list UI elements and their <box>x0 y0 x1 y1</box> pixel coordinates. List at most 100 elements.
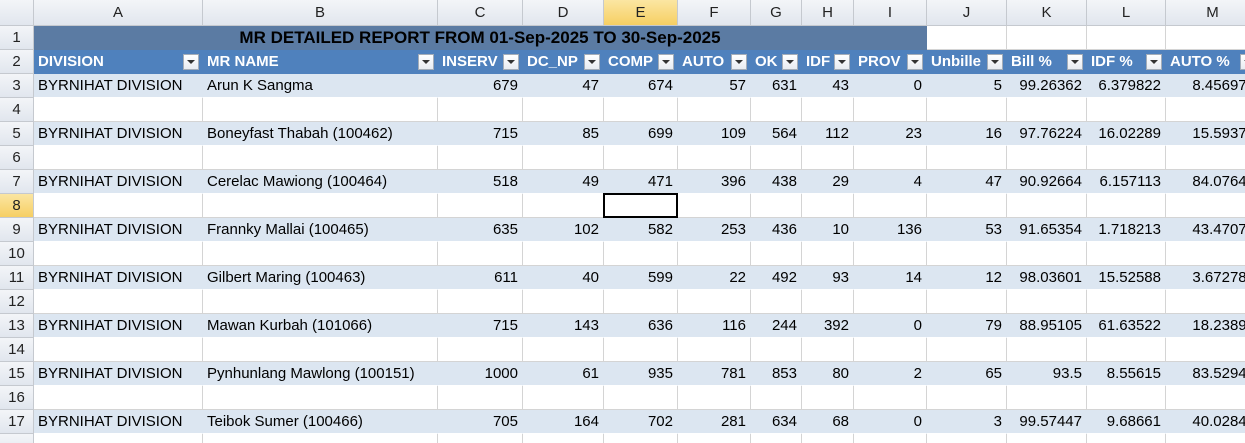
cell[interactable] <box>927 146 1007 170</box>
cell[interactable]: 47 <box>927 170 1007 194</box>
cell[interactable] <box>1007 98 1087 122</box>
cell[interactable] <box>438 98 523 122</box>
column-title[interactable]: DIVISION <box>34 50 203 74</box>
cell[interactable]: 85 <box>523 122 604 146</box>
cell[interactable] <box>34 290 203 314</box>
cell[interactable]: 116 <box>678 314 751 338</box>
cell[interactable]: 90.92664 <box>1007 170 1087 194</box>
cell[interactable]: 1.718213 <box>1087 218 1166 242</box>
select-all-corner[interactable] <box>0 0 34 26</box>
cell[interactable] <box>927 26 1007 50</box>
row-header[interactable]: 14 <box>0 338 34 362</box>
cell[interactable]: 0 <box>854 314 927 338</box>
cell[interactable]: 253 <box>678 218 751 242</box>
cell[interactable]: 1000 <box>438 362 523 386</box>
cell[interactable]: 10 <box>802 218 854 242</box>
cell[interactable]: 80 <box>802 362 854 386</box>
cell[interactable] <box>678 338 751 362</box>
cell[interactable] <box>927 194 1007 218</box>
filter-button[interactable] <box>782 54 798 70</box>
cell[interactable] <box>678 290 751 314</box>
cell[interactable] <box>1087 26 1166 50</box>
cell[interactable] <box>854 146 927 170</box>
cell[interactable]: 8.456973 <box>1166 74 1245 98</box>
cell[interactable]: 611 <box>438 266 523 290</box>
cell[interactable]: BYRNIHAT DIVISION <box>34 314 203 338</box>
cell[interactable] <box>1166 386 1245 410</box>
cell[interactable] <box>203 194 438 218</box>
cell[interactable] <box>1087 98 1166 122</box>
column-title[interactable]: MR NAME <box>203 50 438 74</box>
cell[interactable] <box>438 290 523 314</box>
cell[interactable]: 22 <box>678 266 751 290</box>
row-header[interactable]: 8 <box>0 194 34 218</box>
cell[interactable] <box>523 146 604 170</box>
filter-button[interactable] <box>1067 54 1083 70</box>
cell[interactable]: 79 <box>927 314 1007 338</box>
cell[interactable]: 99.57447 <box>1007 410 1087 434</box>
cell[interactable]: 65 <box>927 362 1007 386</box>
filter-button[interactable] <box>1146 54 1162 70</box>
row-header[interactable]: 5 <box>0 122 34 146</box>
cell[interactable]: 635 <box>438 218 523 242</box>
cell[interactable] <box>1087 434 1166 443</box>
cell[interactable]: 5 <box>927 74 1007 98</box>
row-header[interactable]: 15 <box>0 362 34 386</box>
cell[interactable] <box>604 98 678 122</box>
cell[interactable]: 40.02849 <box>1166 410 1245 434</box>
cell[interactable] <box>802 146 854 170</box>
cell[interactable]: 93.5 <box>1007 362 1087 386</box>
cell[interactable] <box>438 194 523 218</box>
cell[interactable] <box>751 242 802 266</box>
row-header[interactable] <box>0 434 34 443</box>
cell[interactable] <box>751 290 802 314</box>
column-header[interactable]: A <box>34 0 203 26</box>
cell[interactable]: 112 <box>802 122 854 146</box>
cell[interactable]: BYRNIHAT DIVISION <box>34 266 203 290</box>
cell[interactable] <box>802 338 854 362</box>
cell[interactable] <box>802 434 854 443</box>
cell[interactable] <box>927 338 1007 362</box>
column-title[interactable]: AUTO % <box>1166 50 1245 74</box>
cell[interactable] <box>1087 146 1166 170</box>
cell[interactable] <box>34 242 203 266</box>
cell[interactable] <box>751 434 802 443</box>
cell[interactable] <box>203 386 438 410</box>
column-title[interactable]: DC_NP <box>523 50 604 74</box>
cell[interactable] <box>604 146 678 170</box>
cell[interactable]: 93 <box>802 266 854 290</box>
cell[interactable] <box>604 338 678 362</box>
cell[interactable] <box>1007 290 1087 314</box>
cell[interactable]: Cerelac Mawiong (100464) <box>203 170 438 194</box>
cell[interactable]: 143 <box>523 314 604 338</box>
column-header[interactable]: G <box>751 0 802 26</box>
cell[interactable]: 136 <box>854 218 927 242</box>
cell[interactable] <box>1087 290 1166 314</box>
column-header[interactable]: E <box>604 0 678 26</box>
column-title[interactable]: AUTO <box>678 50 751 74</box>
row-header[interactable]: 16 <box>0 386 34 410</box>
row-header[interactable]: 10 <box>0 242 34 266</box>
cell[interactable]: Frannky Mallai (100465) <box>203 218 438 242</box>
cell[interactable]: Boneyfast Thabah (100462) <box>203 122 438 146</box>
row-header[interactable]: 12 <box>0 290 34 314</box>
cell[interactable] <box>1166 26 1245 50</box>
cell[interactable]: 23 <box>854 122 927 146</box>
cell[interactable]: 599 <box>604 266 678 290</box>
cell[interactable]: 281 <box>678 410 751 434</box>
cell[interactable]: BYRNIHAT DIVISION <box>34 218 203 242</box>
cell[interactable] <box>34 98 203 122</box>
cell[interactable] <box>751 386 802 410</box>
cell[interactable]: 47 <box>523 74 604 98</box>
cell[interactable] <box>927 98 1007 122</box>
column-header[interactable]: C <box>438 0 523 26</box>
cell[interactable]: 15.52588 <box>1087 266 1166 290</box>
cell[interactable]: BYRNIHAT DIVISION <box>34 122 203 146</box>
filter-button[interactable] <box>183 54 199 70</box>
cell[interactable] <box>1007 338 1087 362</box>
cell[interactable]: BYRNIHAT DIVISION <box>34 74 203 98</box>
cell[interactable]: 636 <box>604 314 678 338</box>
cell[interactable] <box>523 434 604 443</box>
cell[interactable]: 582 <box>604 218 678 242</box>
cell[interactable] <box>438 386 523 410</box>
